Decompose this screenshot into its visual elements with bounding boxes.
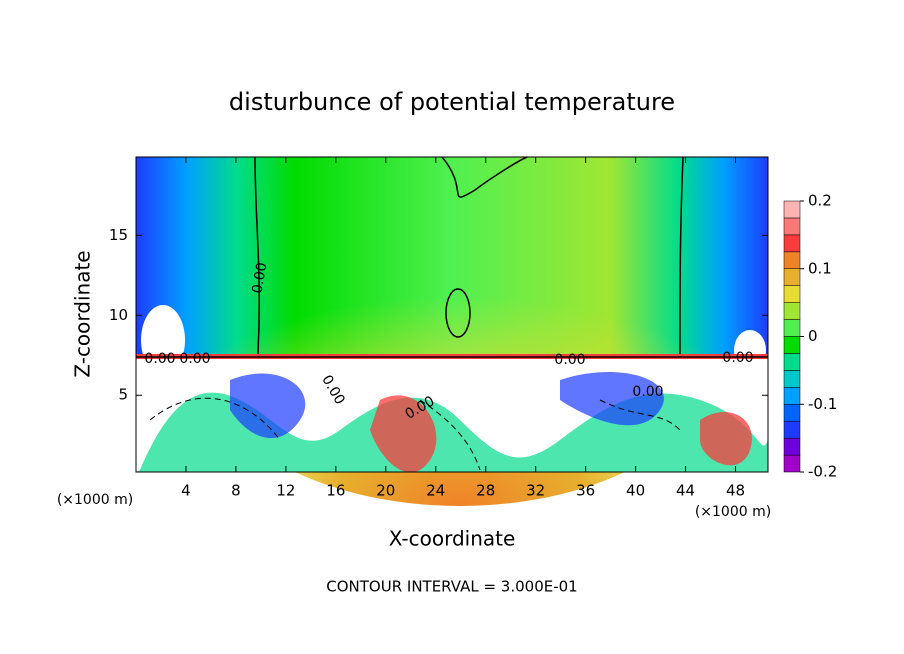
- x-unit-label: (×1000 m): [695, 504, 771, 520]
- colorbar-tick-label: 0.2: [808, 192, 832, 210]
- field: [136, 156, 768, 506]
- colorbar-tick-label: -0.1: [808, 395, 837, 413]
- colorbar-swatch: [783, 251, 801, 269]
- colorbar-tick-label: -0.2: [808, 463, 837, 481]
- colorbar-swatch: [783, 285, 801, 303]
- y-tick-label: 15: [109, 226, 128, 244]
- colorbar-swatch: [783, 353, 801, 371]
- contour-line: [254, 156, 684, 355]
- x-tick-label: 12: [276, 482, 295, 500]
- contour-label: 0.00: [144, 351, 175, 367]
- x-tick-label: 20: [376, 482, 395, 500]
- colorbar-swatch: [783, 302, 801, 320]
- x-tick-label: 36: [576, 482, 595, 500]
- colorbar-swatch: [783, 454, 801, 473]
- plot-frame: [135, 156, 769, 473]
- contour-label: 0.00: [179, 351, 210, 367]
- colorbar-swatch: [783, 437, 801, 456]
- mixed-region: [370, 395, 752, 473]
- contour-label: 0.00: [554, 352, 585, 368]
- colorbar-swatch: [783, 370, 801, 388]
- x-tick-label: 24: [426, 482, 445, 500]
- colorbar-swatch: [783, 404, 801, 422]
- x-tick-label: 8: [231, 482, 241, 500]
- y-axis-label: Z-coordinate: [71, 250, 95, 377]
- x-tick-label: 28: [476, 482, 495, 500]
- contour-label: 0.00: [722, 350, 753, 366]
- colorbar-tick-label: 0: [808, 327, 818, 345]
- colorbar-swatch: [783, 387, 801, 405]
- chart-title: disturbunce of potential temperature: [229, 88, 675, 116]
- y-tick-label: 5: [118, 386, 128, 404]
- colorbar-swatch: [783, 319, 801, 337]
- colorbar-swatch: [783, 234, 801, 253]
- colorbar-swatch: [783, 200, 801, 219]
- x-tick-label: 32: [526, 482, 545, 500]
- colorbar-swatch: [783, 217, 801, 236]
- x-tick-label: 44: [676, 482, 695, 500]
- y-unit-label: (×1000 m): [57, 492, 133, 508]
- x-tick-label: 40: [626, 482, 645, 500]
- contour-line: [445, 288, 471, 338]
- y-tick-label: 10: [109, 306, 128, 324]
- contour-line: [149, 397, 681, 471]
- x-tick-label: 48: [726, 482, 745, 500]
- x-axis-label: X-coordinate: [389, 527, 516, 551]
- colorbar-swatch: [783, 420, 801, 439]
- mixed-region: [230, 371, 664, 439]
- colorbar-swatch: [783, 268, 801, 286]
- contour-label: 0.00: [632, 384, 663, 400]
- footer: CONTOUR INTERVAL = 3.000E-01: [326, 578, 577, 596]
- contour-label: 0.00: [249, 261, 270, 294]
- colorbar-swatch: [783, 336, 801, 354]
- x-tick-label: 4: [181, 482, 191, 500]
- colorbar-tick-label: 0.1: [808, 259, 832, 277]
- x-tick-label: 16: [326, 482, 345, 500]
